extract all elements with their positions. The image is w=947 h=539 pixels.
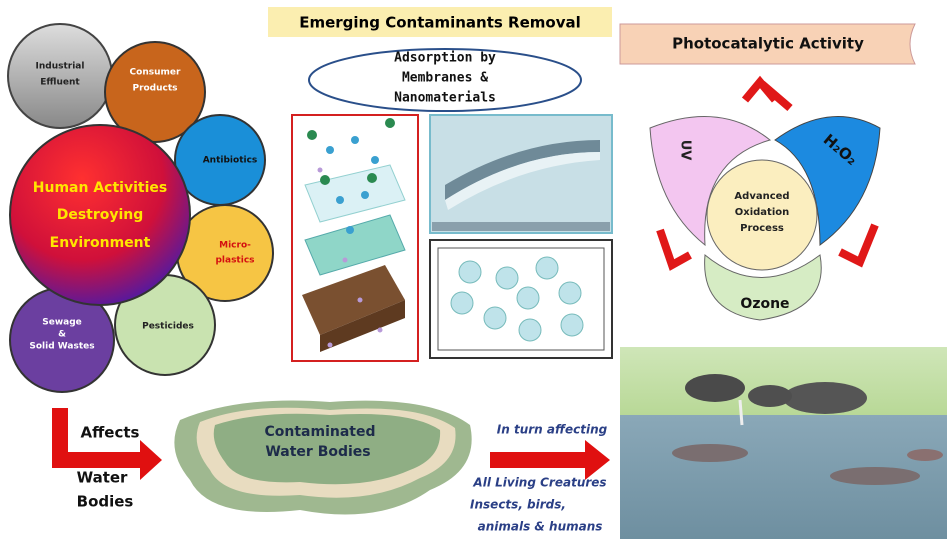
node-label: Ozone bbox=[740, 296, 789, 312]
link-label: In turn affecting bbox=[497, 423, 608, 437]
photo-title: Photocatalytic Activity bbox=[672, 35, 864, 53]
source-label: & bbox=[58, 330, 66, 340]
receiver-label: animals & humans bbox=[478, 520, 603, 534]
adsorption-label: Adsorption by bbox=[394, 51, 496, 66]
sources: Industrial Effluent Consumer Products An… bbox=[8, 24, 273, 392]
adsorption-label: Membranes & bbox=[402, 71, 488, 86]
node-label: UV bbox=[678, 140, 693, 161]
source-label: Micro- bbox=[219, 241, 251, 251]
source-circle bbox=[8, 24, 112, 128]
wildlife-photo bbox=[620, 347, 947, 539]
source-label: Solid Wastes bbox=[29, 342, 94, 352]
water-label: Contaminated bbox=[264, 424, 375, 440]
receiver-label: All Living Creatures bbox=[472, 476, 606, 490]
source-label: Antibiotics bbox=[203, 156, 258, 166]
center-label: Destroying bbox=[57, 207, 144, 223]
source-label: Sewage bbox=[42, 318, 82, 328]
link-arrow bbox=[490, 440, 610, 480]
target-label: Water bbox=[77, 469, 128, 487]
source-label: Products bbox=[132, 84, 177, 94]
source-label: Pesticides bbox=[142, 322, 194, 332]
aop-label: Advanced bbox=[734, 191, 789, 202]
source-label: Consumer bbox=[130, 68, 181, 78]
nanoparticle-image bbox=[430, 240, 612, 358]
membrane-image bbox=[292, 115, 418, 361]
infographic: Emerging Contaminants Removal Industrial… bbox=[0, 0, 947, 539]
aop-label: Oxidation bbox=[735, 207, 789, 218]
target-label: Bodies bbox=[77, 493, 134, 511]
center-label: Human Activities bbox=[33, 180, 167, 196]
source-label: Effluent bbox=[40, 78, 80, 88]
water-label: Water Bodies bbox=[265, 444, 370, 460]
title: Emerging Contaminants Removal bbox=[299, 14, 581, 32]
source-label: Industrial bbox=[36, 62, 85, 72]
adsorption-label: Nanomaterials bbox=[394, 91, 496, 106]
affects-label: Affects bbox=[81, 424, 140, 442]
center-label: Environment bbox=[50, 235, 151, 251]
source-label: plastics bbox=[215, 256, 254, 266]
aop-label: Process bbox=[740, 223, 784, 234]
nanosheet-image bbox=[430, 115, 612, 233]
receiver-label: Insects, birds, bbox=[470, 498, 566, 512]
